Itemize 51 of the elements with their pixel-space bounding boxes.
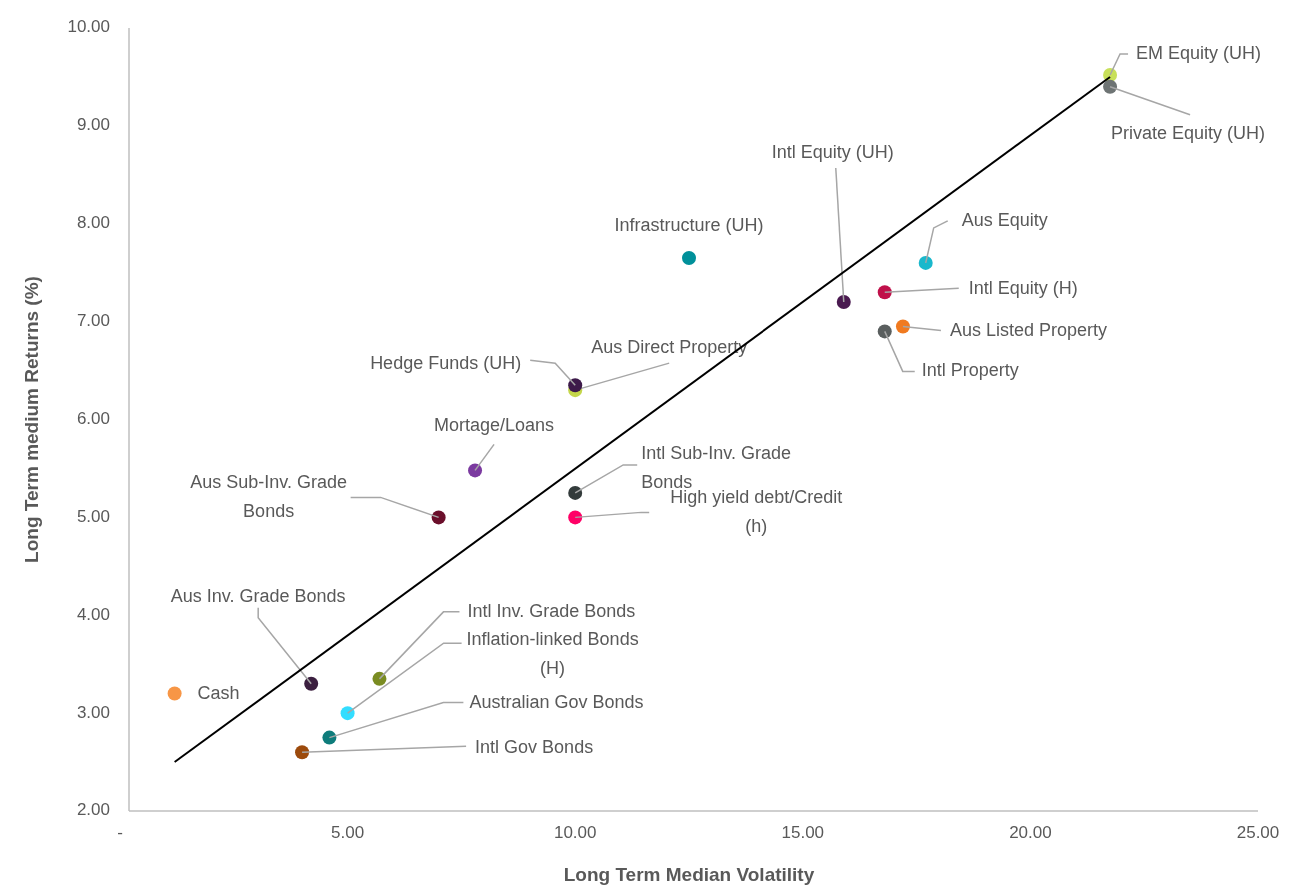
point <box>1103 79 1118 94</box>
y-tick-label: 4.00 <box>76 604 110 624</box>
point <box>918 255 933 270</box>
series-label: EM Equity (UH) <box>1136 42 1262 63</box>
y-tick-label: 10.00 <box>67 17 110 37</box>
text: Intl Gov Bonds <box>475 737 594 758</box>
y-tick-label: 2.00 <box>76 800 110 820</box>
y-tick-label: 8.00 <box>76 213 110 233</box>
series-label: Infrastructure (UH) <box>614 214 764 235</box>
text: Intl Equity (UH) <box>771 141 894 162</box>
point <box>568 378 583 393</box>
text: Intl Equity (H) <box>968 278 1078 299</box>
point <box>431 510 446 525</box>
text: Intl Inv. Grade Bonds <box>467 600 636 621</box>
series-label: Cash <box>197 682 240 703</box>
y-tick-label: 9.00 <box>76 115 110 135</box>
y-tick-label: 6.00 <box>76 408 110 428</box>
point <box>322 730 337 745</box>
y-tick-label: 5.00 <box>76 506 110 526</box>
text: Aus Inv. Grade Bonds <box>170 585 346 606</box>
point <box>340 706 355 721</box>
text: Australian Gov Bonds <box>469 691 644 712</box>
point <box>568 485 583 500</box>
point <box>295 745 310 760</box>
y-tick-label: 3.00 <box>76 702 110 722</box>
y-axis-title: Long Term medium Returns (%) <box>21 276 42 563</box>
x-axis-title: Long Term Median Volatility <box>563 864 815 885</box>
x-tick-label: 5.00 <box>331 823 365 842</box>
point <box>836 295 851 310</box>
text: Aus Listed Property <box>949 319 1108 340</box>
series-label: Private Equity (UH) <box>1111 122 1266 143</box>
x-tick-label: 15.00 <box>781 823 825 842</box>
point <box>372 671 387 686</box>
x-tick-label: - <box>117 823 123 842</box>
point <box>682 251 696 266</box>
point <box>304 676 319 691</box>
text: Aus Sub-Inv. Grade Bonds <box>190 472 348 522</box>
text: Mortage/Loans <box>434 415 555 436</box>
text: High yield debt/Credit (h) <box>670 487 843 537</box>
text: Aus Equity <box>961 209 1048 230</box>
point <box>167 686 182 701</box>
point <box>877 324 892 339</box>
point <box>468 463 483 478</box>
text: Inflation-linked Bonds (H) <box>466 628 639 678</box>
x-tick-label: 10.00 <box>553 823 597 842</box>
point <box>895 319 910 334</box>
x-tick-label: 20.00 <box>1009 823 1052 842</box>
y-tick-label: 7.00 <box>76 311 110 331</box>
x-tick-label: 25.00 <box>1236 823 1280 842</box>
text: Hedge Funds (UH) <box>370 352 522 373</box>
text: Intl Property <box>921 360 1019 381</box>
